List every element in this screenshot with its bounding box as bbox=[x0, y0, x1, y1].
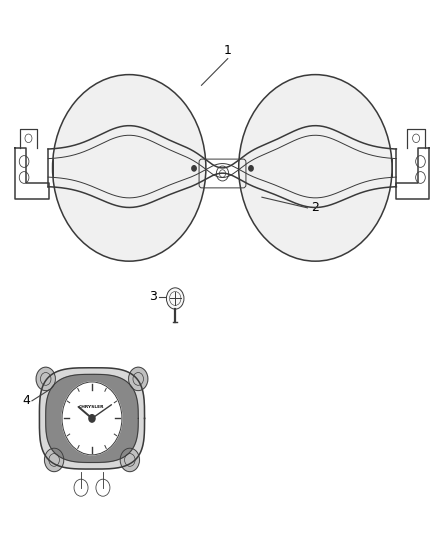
Circle shape bbox=[45, 448, 64, 472]
Circle shape bbox=[249, 166, 253, 171]
Circle shape bbox=[192, 166, 196, 171]
Circle shape bbox=[89, 415, 95, 422]
Circle shape bbox=[36, 367, 55, 391]
Circle shape bbox=[166, 288, 184, 309]
Circle shape bbox=[53, 75, 206, 261]
Circle shape bbox=[129, 367, 148, 391]
Circle shape bbox=[239, 75, 392, 261]
Polygon shape bbox=[46, 374, 138, 463]
Text: CHRYSLER: CHRYSLER bbox=[79, 406, 105, 409]
Text: 1: 1 bbox=[224, 44, 232, 57]
Text: 4: 4 bbox=[22, 394, 30, 407]
Circle shape bbox=[120, 448, 139, 472]
Polygon shape bbox=[39, 368, 145, 469]
Circle shape bbox=[62, 382, 122, 455]
Text: 2: 2 bbox=[311, 201, 319, 214]
Text: 3: 3 bbox=[149, 290, 157, 303]
